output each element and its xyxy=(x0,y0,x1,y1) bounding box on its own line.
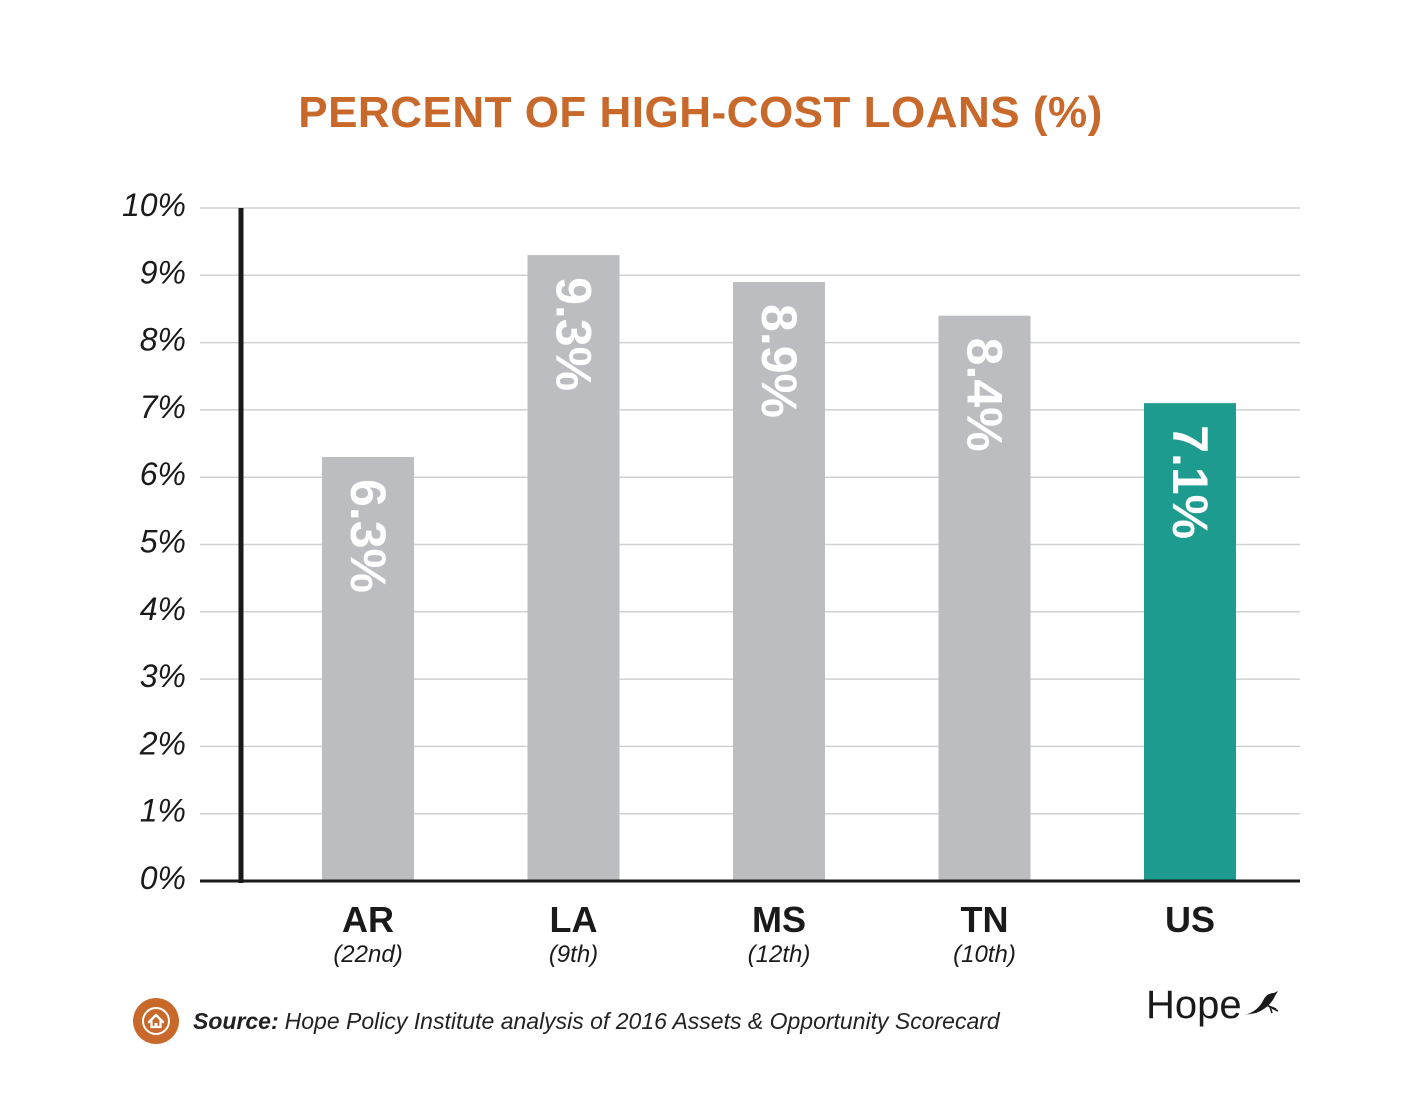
bar-data-label: 8.9% xyxy=(751,304,807,418)
y-tick-label: 3% xyxy=(140,658,186,694)
hope-logo: Hope xyxy=(1146,985,1282,1025)
dove-icon xyxy=(1243,991,1278,1015)
hope-logo-text: Hope xyxy=(1146,983,1242,1027)
y-tick-label: 8% xyxy=(140,322,186,358)
bar-data-label: 7.1% xyxy=(1162,425,1218,539)
x-tick-label: AR xyxy=(342,899,394,940)
x-tick-rank: (9th) xyxy=(549,941,598,968)
y-tick-label: 4% xyxy=(140,591,186,627)
bar xyxy=(733,282,825,881)
x-tick-label: TN xyxy=(961,899,1009,940)
y-tick-label: 1% xyxy=(140,793,186,829)
source-row: Source: Hope Policy Institute analysis of… xyxy=(133,996,1000,1046)
bar xyxy=(938,315,1031,881)
y-tick-label: 9% xyxy=(140,254,186,290)
source-citation: Source: Hope Policy Institute analysis of… xyxy=(193,1008,1000,1035)
bar-data-label: 9.3% xyxy=(546,277,602,391)
source-label: Source: xyxy=(193,1007,279,1034)
chart-title: PERCENT OF HIGH-COST LOANS (%) xyxy=(298,88,1103,137)
house-icon xyxy=(133,998,179,1044)
y-tick-label: 6% xyxy=(140,456,186,492)
bar-data-label: 6.3% xyxy=(340,479,396,593)
x-tick-label: MS xyxy=(752,899,806,940)
y-tick-label: 5% xyxy=(140,524,186,560)
x-tick-rank: (22nd) xyxy=(333,941,402,968)
x-tick-label: US xyxy=(1165,899,1215,940)
y-tick-label: 2% xyxy=(139,725,186,761)
y-tick-label: 0% xyxy=(140,860,186,896)
x-tick-label: LA xyxy=(550,899,598,940)
y-tick-label: 10% xyxy=(122,187,186,223)
source-text: Hope Policy Institute analysis of 2016 A… xyxy=(284,1007,1000,1034)
x-tick-rank: (10th) xyxy=(953,941,1016,968)
bar-data-label: 8.4% xyxy=(957,338,1013,452)
bar xyxy=(322,457,414,881)
bar xyxy=(1144,403,1236,881)
bar xyxy=(527,255,620,882)
x-tick-rank: (12th) xyxy=(748,941,811,968)
y-tick-label: 7% xyxy=(140,389,186,425)
